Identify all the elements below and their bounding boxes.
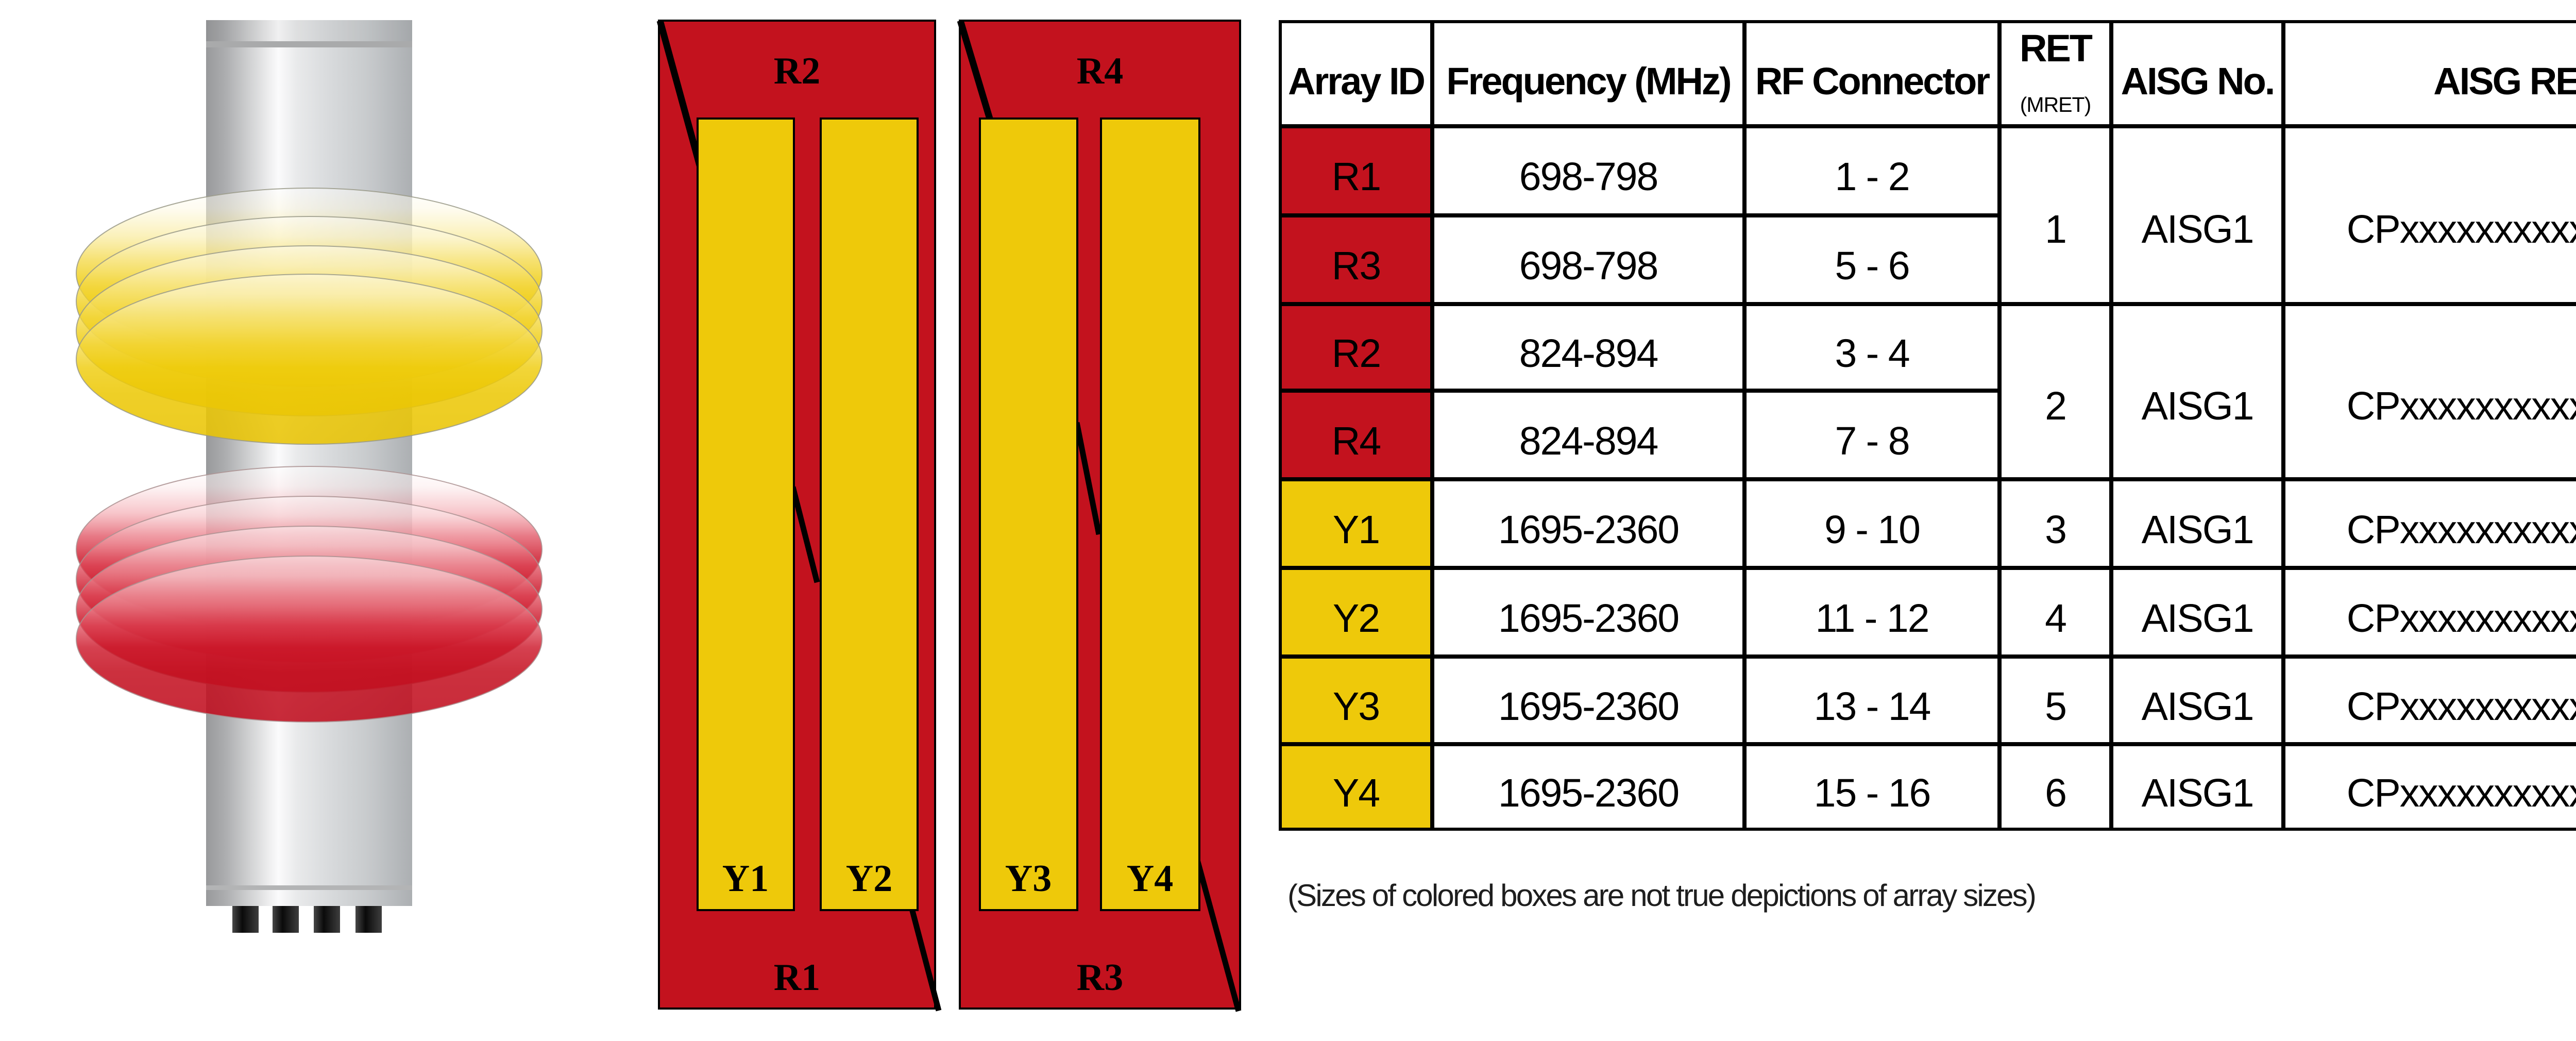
svg-text:Y4: Y4 [1127,858,1173,900]
svg-text:Y3: Y3 [1005,858,1052,900]
svg-text:R4: R4 [1077,50,1123,92]
svg-text:Y1: Y1 [722,858,769,900]
svg-text:R1: R1 [774,956,820,999]
svg-text:R2: R2 [774,50,820,92]
svg-text:Y2: Y2 [846,858,892,900]
svg-text:R3: R3 [1077,956,1123,999]
